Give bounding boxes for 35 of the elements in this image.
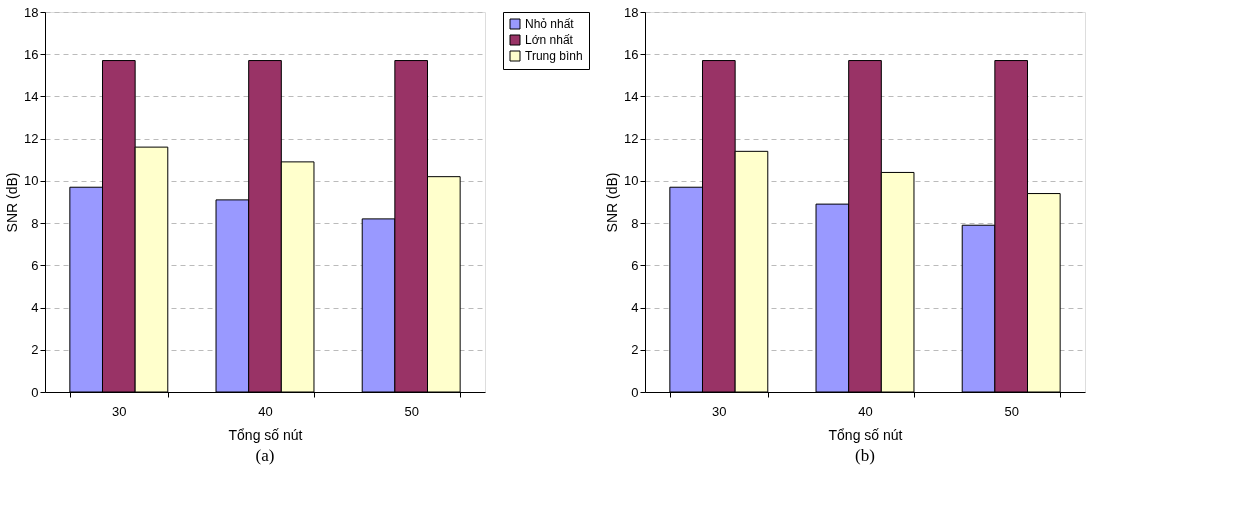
- x-axis-title: Tổng số nút: [828, 426, 903, 443]
- x-tick-label: 30: [112, 403, 127, 419]
- y-tick-label: 2: [631, 342, 639, 358]
- y-tick-label: 0: [631, 384, 639, 400]
- text: (b): [855, 446, 875, 465]
- y-tick-label: 14: [624, 88, 639, 104]
- x-tick-label: 50: [404, 403, 419, 419]
- y-tick-label: 12: [24, 131, 39, 147]
- x-tick-label: 40: [258, 403, 273, 419]
- legend-label: Trung bình: [525, 49, 583, 63]
- legend-label: Nhỏ nhất: [525, 17, 575, 31]
- y-tick-label: 4: [631, 300, 639, 316]
- y-axis-title: SNR (dB): [4, 172, 21, 233]
- y-tick-label: 8: [31, 215, 39, 231]
- y-tick-label: 4: [31, 300, 39, 316]
- y-tick-label: 18: [24, 4, 39, 20]
- y-axis-title: SNR (dB): [604, 172, 621, 233]
- y-tick-label: 14: [24, 88, 39, 104]
- y-tick-label: 2: [31, 342, 39, 358]
- y-tick-label: 12: [624, 131, 639, 147]
- text: (a): [255, 446, 275, 465]
- y-tick-label: 16: [24, 46, 39, 62]
- y-tick-label: 16: [624, 46, 639, 62]
- x-axis-title: Tổng số nút: [228, 426, 303, 443]
- y-tick-label: 8: [631, 215, 639, 231]
- legend-label: Lớn nhất: [525, 33, 574, 47]
- y-tick-label: 0: [31, 384, 39, 400]
- y-tick-label: 18: [624, 4, 639, 20]
- x-tick-label: 30: [712, 403, 727, 419]
- y-tick-label: 10: [24, 173, 39, 189]
- y-tick-label: 6: [631, 257, 639, 273]
- x-tick-label: 50: [1004, 403, 1019, 419]
- x-tick-label: 40: [858, 403, 873, 419]
- y-tick-label: 6: [31, 257, 39, 273]
- y-tick-label: 10: [624, 173, 639, 189]
